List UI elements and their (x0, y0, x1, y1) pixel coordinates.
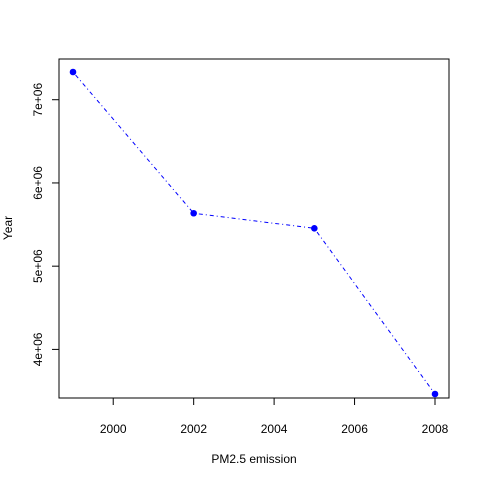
series-line (72, 71, 436, 395)
data-point (431, 390, 439, 398)
y-axis: 4e+06 5e+06 6e+06 7e+06 (31, 83, 59, 366)
x-tick-label: 2008 (422, 422, 449, 436)
data-point (69, 68, 77, 76)
y-tick-label: 5e+06 (31, 249, 45, 283)
x-axis-title: PM2.5 emission (211, 452, 296, 466)
x-tick-label: 2000 (100, 422, 127, 436)
y-tick-label: 7e+06 (31, 83, 45, 117)
y-tick-label: 4e+06 (31, 332, 45, 366)
plot-frame (58, 58, 450, 399)
x-tick-label: 2006 (341, 422, 368, 436)
data-point (311, 225, 318, 232)
series-points (69, 68, 439, 398)
y-axis-title: Year (1, 216, 15, 240)
x-axis: 2000 2002 2004 2006 2008 (100, 398, 449, 436)
x-tick-label: 2002 (180, 422, 207, 436)
y-tick-label: 6e+06 (31, 166, 45, 200)
data-point (190, 209, 197, 217)
x-tick-label: 2004 (261, 422, 288, 436)
